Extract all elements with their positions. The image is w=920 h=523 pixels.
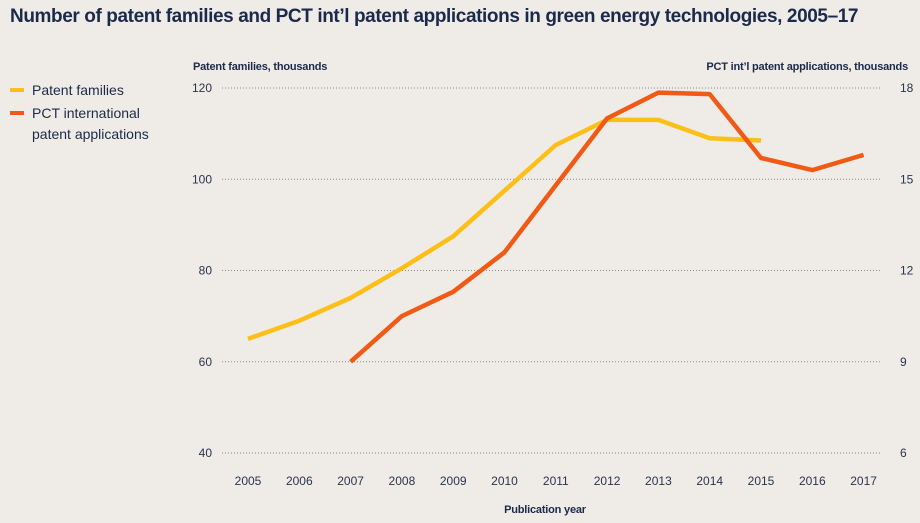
x-tick-2008: 2008 bbox=[389, 474, 416, 488]
x-tick-2009: 2009 bbox=[440, 474, 467, 488]
right-tick-15: 15 bbox=[900, 172, 914, 186]
left-tick-80: 80 bbox=[199, 264, 213, 278]
legend-label-pct-line-1: PCT international bbox=[32, 105, 140, 121]
legend-item-patent-families: Patent families bbox=[10, 80, 180, 101]
x-tick-2005: 2005 bbox=[235, 474, 262, 488]
legend: Patent families PCT international patent… bbox=[10, 80, 180, 147]
tick-labels: 40 60 80 100 120 6 9 12 15 18 2005 2006 2007 2008 2009… bbox=[192, 81, 914, 488]
x-tick-2016: 2016 bbox=[799, 474, 826, 488]
gridlines bbox=[222, 87, 882, 454]
x-tick-2011: 2011 bbox=[543, 474, 569, 488]
left-tick-40: 40 bbox=[199, 446, 213, 460]
x-tick-2014: 2014 bbox=[696, 474, 723, 488]
x-axis-title: Publication year bbox=[504, 504, 587, 516]
legend-swatch-patent-families bbox=[10, 88, 24, 92]
x-tick-2007: 2007 bbox=[337, 474, 364, 488]
right-tick-9: 9 bbox=[900, 355, 907, 369]
left-axis-title: Patent families, thousands bbox=[193, 61, 327, 73]
legend-swatch-pct-applications bbox=[10, 111, 24, 115]
left-tick-100: 100 bbox=[192, 172, 212, 186]
series-line-pct-applications bbox=[349, 90, 865, 364]
left-tick-120: 120 bbox=[192, 81, 212, 95]
x-tick-2006: 2006 bbox=[286, 474, 313, 488]
x-tick-2013: 2013 bbox=[645, 474, 672, 488]
right-tick-18: 18 bbox=[900, 81, 914, 95]
x-tick-2010: 2010 bbox=[491, 474, 518, 488]
right-tick-6: 6 bbox=[900, 446, 907, 460]
chart-title: Number of patent families and PCT int’l … bbox=[10, 6, 859, 27]
x-tick-2012: 2012 bbox=[594, 474, 621, 488]
left-tick-60: 60 bbox=[199, 355, 213, 369]
series-line-patent-families bbox=[247, 117, 762, 342]
right-tick-12: 12 bbox=[900, 264, 914, 278]
x-tick-2015: 2015 bbox=[748, 474, 775, 488]
legend-label-patent-families: Patent families bbox=[32, 82, 124, 98]
series-lines bbox=[247, 90, 865, 364]
legend-item-pct-applications: PCT international patent applications bbox=[10, 103, 180, 145]
right-axis-title: PCT int’l patent applications, thousands bbox=[706, 61, 908, 73]
x-tick-2017: 2017 bbox=[850, 474, 877, 488]
legend-label-pct-line-2: patent applications bbox=[32, 126, 149, 142]
